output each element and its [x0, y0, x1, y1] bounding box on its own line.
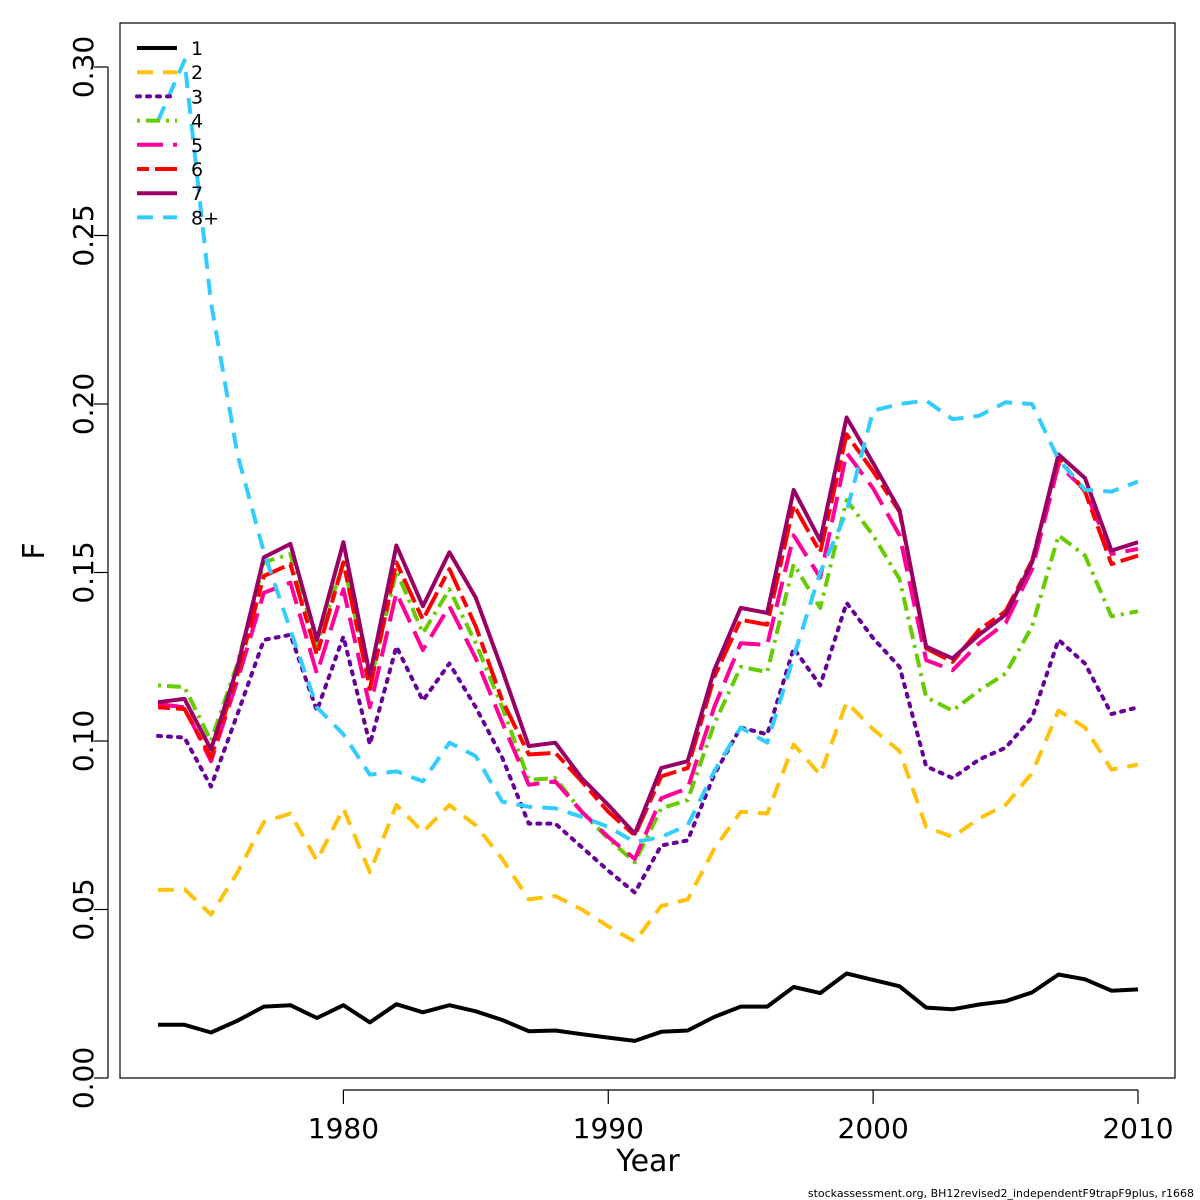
x-tick-label: 2010	[1102, 1112, 1173, 1145]
series-line-8plus	[156, 58, 1139, 845]
series-line-1	[158, 971, 1139, 1043]
y-tick-label: 0.30	[67, 36, 100, 98]
y-tick-label: 0.15	[67, 541, 100, 603]
y-tick-label: 0.00	[67, 1047, 100, 1109]
y-axis: 0.00 0.05 0.10 0.15 0.20 0.25 0.30	[67, 36, 109, 1109]
legend-label: 3	[191, 86, 203, 108]
x-tick-label: 1990	[573, 1112, 644, 1145]
y-tick-label: 0.10	[67, 710, 100, 772]
series-line-3	[156, 600, 1140, 895]
series-line-5	[157, 450, 1139, 861]
legend-label: 4	[191, 111, 203, 133]
series-line-2	[157, 700, 1139, 944]
legend-label: 2	[191, 62, 203, 84]
x-axis: 1980 1990 2000 2010	[308, 1089, 1174, 1145]
x-axis-title: Year	[615, 1144, 680, 1179]
series-line-6	[157, 432, 1139, 838]
legend-label: 5	[191, 135, 203, 157]
legend-label: 7	[191, 183, 203, 205]
series-line-4	[157, 498, 1139, 865]
legend-label: 1	[191, 38, 203, 60]
series-line-7	[157, 415, 1139, 836]
x-tick-label: 1980	[308, 1112, 379, 1145]
y-tick-label: 0.05	[67, 878, 100, 940]
legend-label: 8+	[191, 207, 219, 229]
x-tick-label: 2000	[838, 1112, 909, 1145]
plot-frame	[119, 22, 1176, 1079]
y-tick-label: 0.20	[67, 373, 100, 435]
y-tick-label: 0.25	[67, 204, 100, 266]
legend-label: 6	[191, 159, 203, 181]
series-layer	[156, 58, 1140, 1043]
y-axis-title: F	[17, 542, 52, 559]
footnote: stockassessment.org, BH12revised2_indepe…	[808, 1187, 1194, 1200]
